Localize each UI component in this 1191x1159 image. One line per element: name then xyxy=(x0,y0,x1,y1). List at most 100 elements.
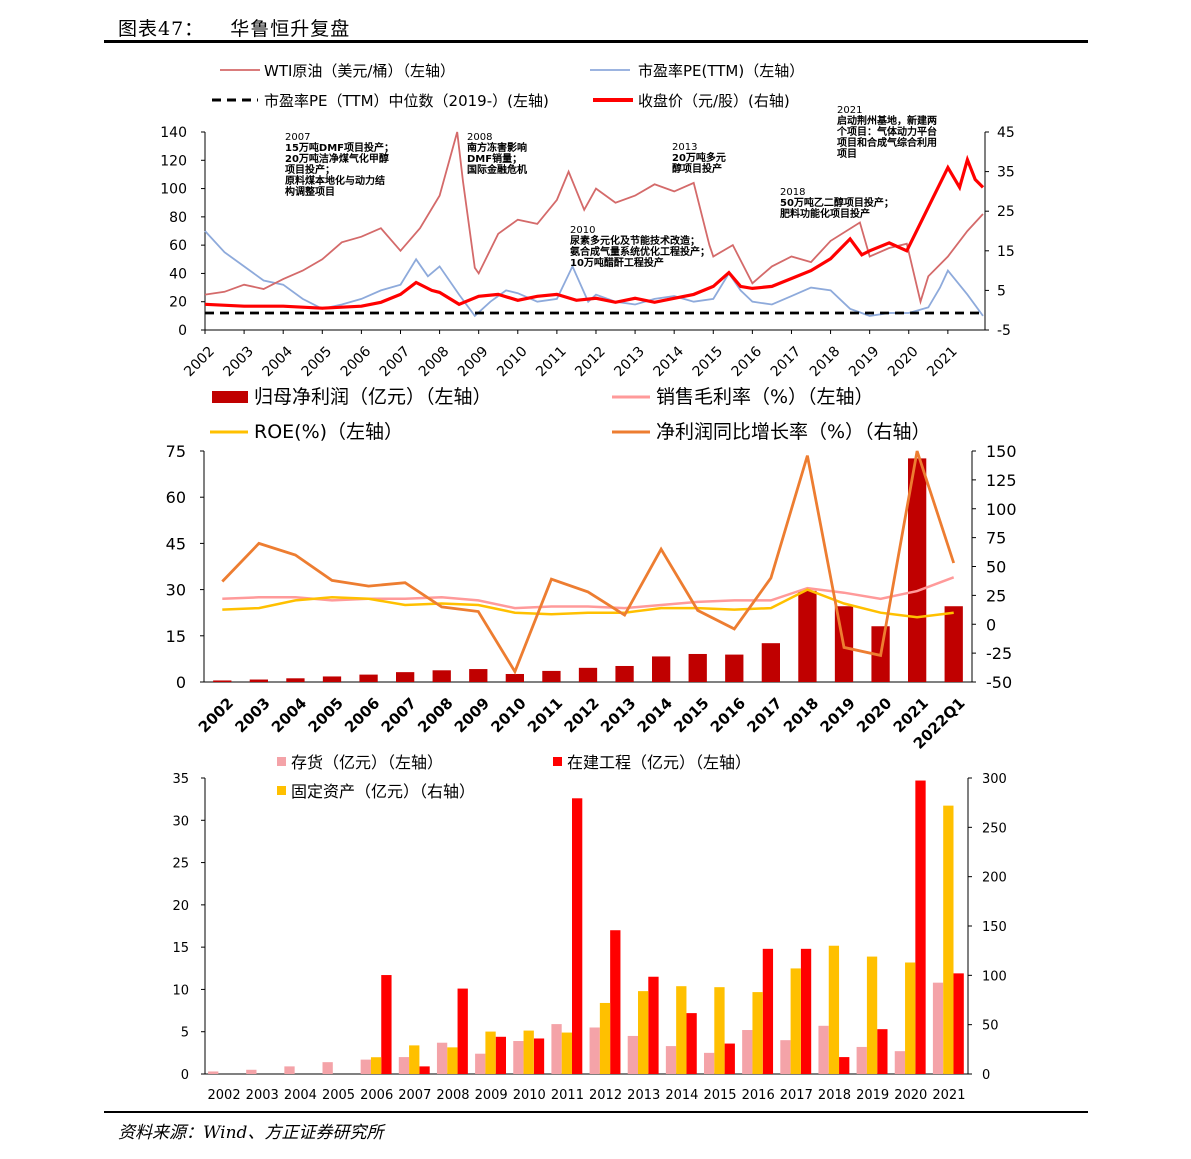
chart3-bar-construction xyxy=(457,988,468,1074)
chart3-bar-construction xyxy=(381,975,392,1074)
chart2-right-tick-label: -50 xyxy=(986,673,1012,692)
chart1-annotation-line: 15万吨DMF项目投产； xyxy=(285,141,394,154)
chart2-x-tick-label: 2015 xyxy=(670,694,712,736)
chart3-bar-inventory xyxy=(589,1027,600,1074)
chart1-x-tick-label: 2020 xyxy=(885,344,922,381)
chart1-left-tick-label: 40 xyxy=(169,266,187,282)
chart3-bar-construction xyxy=(533,1038,545,1074)
chart2-x-tick-label: 2007 xyxy=(378,694,420,736)
chart3-bar-inventory xyxy=(551,1024,562,1074)
chart3-x-tick-label: 2016 xyxy=(742,1088,775,1103)
chart3-x-tick-label: 2009 xyxy=(475,1088,508,1103)
chart3-bar-fixed-assets xyxy=(638,991,649,1074)
chart1-left-tick-label: 0 xyxy=(178,323,187,339)
chart1-legend-pe-label: 市盈率PE(TTM)（左轴） xyxy=(638,62,804,80)
chart1-annotation-year: 2021 xyxy=(837,105,862,116)
chart1-series-wti-line xyxy=(204,131,984,306)
top-rule xyxy=(104,40,1088,43)
chart2-x-tick-label: 2013 xyxy=(597,694,639,736)
chart3-x-tick-label: 2007 xyxy=(398,1088,431,1103)
chart2-x-tick-label: 2006 xyxy=(341,694,383,736)
chart1-x-tick-label: 2011 xyxy=(533,344,570,381)
chart2-x-tick-label: 2018 xyxy=(780,694,822,736)
chart2-x-tick-label: 2009 xyxy=(451,694,493,736)
chart2-left-tick-label: 75 xyxy=(166,442,186,461)
chart1-left-tick-label: 80 xyxy=(169,210,187,226)
source-note: 资料来源：Wind、方正证券研究所 xyxy=(118,1123,384,1143)
chart2-bar-profit xyxy=(944,606,963,682)
chart1-left-tick-label: 120 xyxy=(160,153,187,169)
chart1-x-tick-label: 2005 xyxy=(299,344,336,381)
chart3-bar-fixed-assets xyxy=(828,945,840,1074)
chart3-x-tick-label: 2008 xyxy=(436,1088,469,1103)
chart3-legend-construction-label: 在建工程（亿元）（左轴） xyxy=(567,753,751,772)
chart2-x-tick-label: 2012 xyxy=(561,694,603,736)
chart2-x-tick-label: 2004 xyxy=(268,694,310,736)
chart3-legend-fixed-swatch xyxy=(277,786,286,795)
chart2-legend-profit-label: 归母净利润（亿元）（左轴） xyxy=(254,386,492,408)
chart3-left-tick-label: 20 xyxy=(172,899,189,914)
chart2-left-tick-label: 30 xyxy=(166,581,186,600)
chart3-bar-inventory xyxy=(436,1042,448,1074)
chart3-left-tick-label: 0 xyxy=(181,1068,189,1083)
chart2-x-tick-label: 2016 xyxy=(707,694,749,736)
chart3-left-tick-label: 35 xyxy=(172,772,189,787)
chart1-annotation-year: 2010 xyxy=(570,225,595,236)
chart3-bar-fixed-assets xyxy=(676,986,687,1074)
chart3-legend-construction-swatch xyxy=(553,757,562,766)
figure-title: 图表47： 华鲁恒升复盘 xyxy=(118,14,350,41)
chart1-annotation-line: 原料煤本地化与动力结 xyxy=(285,174,385,187)
chart2-bar-profit xyxy=(725,654,744,682)
chart3-legend-inventory-label: 存货（亿元）（左轴） xyxy=(291,753,443,772)
chart1-annotation-year: 2007 xyxy=(285,132,310,143)
chart2-right-tick-label: 100 xyxy=(986,500,1017,519)
chart2-x-tick-label: 2002 xyxy=(195,694,237,736)
chart1-annotation-line: 启动荆州基地，新建两 xyxy=(837,114,937,127)
chart3-bar-construction xyxy=(724,1043,735,1074)
chart1-annotation-year: 2008 xyxy=(467,132,492,143)
chart3-x-tick-label: 2018 xyxy=(818,1088,851,1103)
chart3-bar-fixed-assets xyxy=(714,987,725,1074)
chart3-right-tick-label: 0 xyxy=(982,1068,990,1083)
chart1-annotation-line: 构调整项目 xyxy=(285,185,335,198)
chart1-right-tick-label: 5 xyxy=(997,283,1006,299)
chart2-bar-profit xyxy=(542,670,561,682)
chart1-x-tick-label: 2004 xyxy=(260,343,297,380)
chart1-annotation-line: 醇项目投产 xyxy=(672,162,722,175)
chart3-left-tick-label: 15 xyxy=(172,941,189,956)
chart1-x-tick-label: 2016 xyxy=(729,343,766,380)
chart3-right-tick-label: 150 xyxy=(982,920,1007,935)
chart1-left-tick-label: 140 xyxy=(160,125,187,141)
figure-title-text: 华鲁恒升复盘 xyxy=(230,18,351,40)
chart2-bar-profit xyxy=(469,669,488,682)
chart2-left-tick-label: 45 xyxy=(166,534,186,553)
chart3-bar-construction xyxy=(610,930,621,1074)
chart1-legend-pe-median-label: 市盈率PE（TTM）中位数（2019-）(左轴) xyxy=(264,92,549,110)
chart3-left-tick-label: 5 xyxy=(181,1026,189,1041)
chart3-bar-fixed-assets xyxy=(866,956,878,1074)
chart1-left-tick-label: 20 xyxy=(169,295,187,311)
chart3-bar-inventory xyxy=(665,1046,677,1074)
chart2-bar-profit xyxy=(322,676,342,682)
chart3-right-tick-label: 300 xyxy=(982,772,1007,787)
chart1-x-tick-label: 2006 xyxy=(338,343,375,380)
chart2-legend-gross-margin-label: 销售毛利率（%）（左轴） xyxy=(656,386,874,408)
figure-label: 图表47： xyxy=(118,18,205,40)
chart2-bar-profit xyxy=(396,672,415,682)
chart3-bar-inventory xyxy=(475,1053,486,1074)
chart2-bar-profit xyxy=(578,667,598,682)
chart3-right-tick-label: 250 xyxy=(982,821,1007,836)
chart3-bar-fixed-assets xyxy=(409,1045,420,1074)
chart1-annotation-line: 氨合成气量系统优化工程投产； xyxy=(570,245,710,258)
chart3-bar-fixed-assets xyxy=(561,1032,573,1074)
chart1-left-tick-label: 100 xyxy=(160,182,187,198)
chart3-bar-inventory xyxy=(780,1040,791,1074)
chart1-annotation-line: 10万吨醋酐工程投产 xyxy=(570,256,664,269)
chart2-left-tick-label: 0 xyxy=(176,673,186,692)
chart3-bar-inventory xyxy=(704,1052,715,1074)
chart3-bar-fixed-assets xyxy=(370,1057,382,1074)
chart3-bar-fixed-assets xyxy=(790,968,801,1074)
chart1-annotation-line: 项目和合成气综合利用 xyxy=(837,136,937,149)
chart3-x-tick-label: 2012 xyxy=(589,1088,622,1103)
